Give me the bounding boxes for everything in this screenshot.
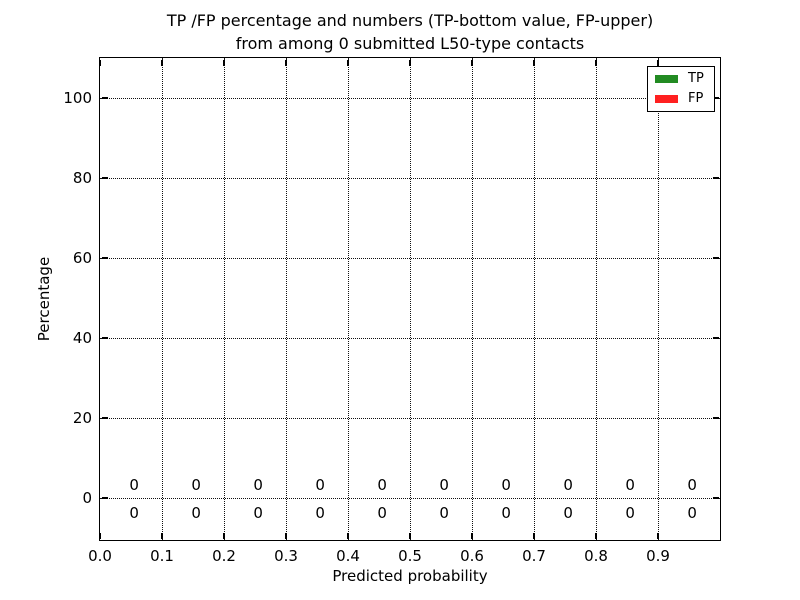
x-tick-mark-top (657, 59, 659, 66)
y-tick-label: 0 (82, 489, 92, 507)
value-label-fp: 0 (687, 475, 697, 494)
x-tick-mark-bottom (223, 532, 225, 539)
x-tick-mark-top (285, 59, 287, 66)
x-tick-mark-top (595, 59, 597, 66)
value-label-tp: 0 (191, 504, 201, 523)
y-tick-mark-right (712, 497, 719, 499)
legend-swatch-fp-icon (655, 95, 678, 104)
x-tick-label: 0.4 (336, 547, 360, 565)
value-label-tp: 0 (315, 504, 325, 523)
x-tick-label: 0.5 (398, 547, 422, 565)
chart-title-line-1: TP /FP percentage and numbers (TP-bottom… (166, 11, 654, 30)
v-gridline (595, 58, 597, 540)
value-label-tp: 0 (563, 504, 573, 523)
y-tick-mark-left (101, 417, 108, 419)
value-label-fp: 0 (191, 475, 201, 494)
chart-title-line-2: from among 0 submitted L50-type contacts (235, 34, 585, 53)
x-tick-label: 0.6 (460, 547, 484, 565)
y-tick-mark-left (101, 497, 108, 499)
v-gridline (161, 58, 163, 540)
x-tick-mark-bottom (347, 532, 349, 539)
y-axis-label: Percentage (35, 256, 53, 342)
x-tick-mark-top (471, 59, 473, 66)
legend-swatch-tp-icon (655, 74, 678, 83)
y-tick-mark-left (101, 97, 108, 99)
x-tick-mark-top (223, 59, 225, 66)
x-tick-label: 0.3 (274, 547, 298, 565)
value-label-fp: 0 (563, 475, 573, 494)
x-tick-mark-top (409, 59, 411, 66)
v-gridline (285, 58, 287, 540)
y-tick-mark-right (712, 257, 719, 259)
x-tick-mark-bottom (409, 532, 411, 539)
y-tick-mark-right (712, 177, 719, 179)
legend: TP FP (647, 66, 715, 112)
x-tick-mark-bottom (533, 532, 535, 539)
x-tick-mark-top (99, 59, 101, 66)
x-tick-mark-bottom (99, 532, 101, 539)
y-tick-label: 20 (72, 409, 92, 427)
x-tick-mark-bottom (595, 532, 597, 539)
value-label-fp: 0 (129, 475, 139, 494)
y-tick-mark-left (101, 257, 108, 259)
value-label-fp: 0 (439, 475, 449, 494)
value-label-fp: 0 (377, 475, 387, 494)
value-label-tp: 0 (377, 504, 387, 523)
x-tick-label: 0.8 (584, 547, 608, 565)
y-tick-mark-right (712, 97, 719, 99)
x-tick-mark-bottom (471, 532, 473, 539)
legend-label-fp: FP (688, 91, 704, 107)
value-label-tp: 0 (687, 504, 697, 523)
x-axis-label: Predicted probability (332, 567, 488, 585)
value-label-tp: 0 (501, 504, 511, 523)
legend-entry-fp: FP (648, 90, 714, 108)
y-tick-mark-left (101, 337, 108, 339)
value-label-fp: 0 (625, 475, 635, 494)
x-tick-label: 0.0 (88, 547, 112, 565)
x-tick-label: 0.1 (150, 547, 174, 565)
x-tick-mark-top (347, 59, 349, 66)
plot-area (98, 56, 721, 541)
value-label-tp: 0 (625, 504, 635, 523)
value-label-tp: 0 (129, 504, 139, 523)
y-tick-label: 100 (63, 89, 92, 107)
value-label-fp: 0 (501, 475, 511, 494)
y-tick-label: 80 (72, 169, 92, 187)
value-label-tp: 0 (253, 504, 263, 523)
v-gridline (533, 58, 535, 540)
v-gridline (471, 58, 473, 540)
v-gridline (347, 58, 349, 540)
y-tick-mark-right (712, 417, 719, 419)
v-gridline (409, 58, 411, 540)
y-tick-mark-right (712, 337, 719, 339)
x-tick-mark-top (533, 59, 535, 66)
value-label-fp: 0 (253, 475, 263, 494)
x-tick-label: 0.9 (646, 547, 670, 565)
chart-title: TP /FP percentage and numbers (TP-bottom… (100, 9, 720, 55)
legend-label-tp: TP (688, 70, 704, 86)
x-tick-mark-top (161, 59, 163, 66)
x-tick-label: 0.2 (212, 547, 236, 565)
v-gridline (657, 58, 659, 540)
x-tick-label: 0.7 (522, 547, 546, 565)
legend-entry-tp: TP (648, 70, 714, 88)
y-tick-mark-left (101, 177, 108, 179)
y-tick-label: 60 (72, 249, 92, 267)
x-tick-mark-bottom (161, 532, 163, 539)
x-tick-mark-bottom (285, 532, 287, 539)
value-label-fp: 0 (315, 475, 325, 494)
v-gridline (223, 58, 225, 540)
x-tick-mark-bottom (657, 532, 659, 539)
y-tick-label: 40 (72, 329, 92, 347)
value-label-tp: 0 (439, 504, 449, 523)
